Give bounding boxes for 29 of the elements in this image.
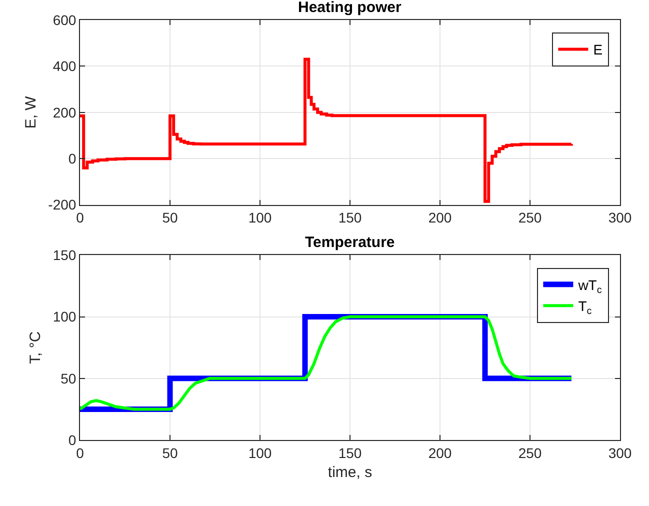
x-tick-label: 250 [518, 210, 542, 226]
y-tick-label: 600 [52, 12, 76, 28]
x-tick-label: 100 [248, 444, 272, 461]
y-tick-label: 200 [52, 104, 76, 120]
x-axis-title: time, s [328, 464, 372, 481]
y-axis-title: T, °C [27, 331, 44, 364]
x-tick-label: 300 [608, 444, 632, 461]
legend-label: T$_{c}$ [578, 298, 592, 317]
y-tick-label: 150 [52, 247, 76, 264]
legend-label: wT$_{c}$ [577, 276, 602, 296]
x-tick-label: 150 [338, 444, 362, 461]
x-tick-label: 200 [428, 444, 452, 461]
chart-title: Heating power [298, 0, 402, 16]
y-tick-label: 0 [68, 150, 76, 166]
x-tick-label: 250 [518, 444, 542, 461]
legend-label: E [593, 42, 603, 58]
y-axis-title: E, W [22, 95, 40, 129]
x-tick-label: 100 [248, 210, 272, 226]
y-tick-label: 50 [60, 370, 76, 386]
y-tick-label: 0 [68, 432, 76, 448]
chart-title: Temperature [305, 234, 395, 251]
y-tick-label: -200 [48, 196, 76, 213]
x-tick-label: 200 [428, 210, 452, 226]
x-tick-label: 300 [608, 210, 632, 226]
y-tick-label: 400 [52, 58, 76, 74]
y-tick-label: 100 [52, 308, 76, 325]
x-tick-label: 50 [162, 444, 178, 461]
x-tick-label: 150 [338, 210, 362, 226]
x-tick-label: 50 [162, 210, 178, 226]
